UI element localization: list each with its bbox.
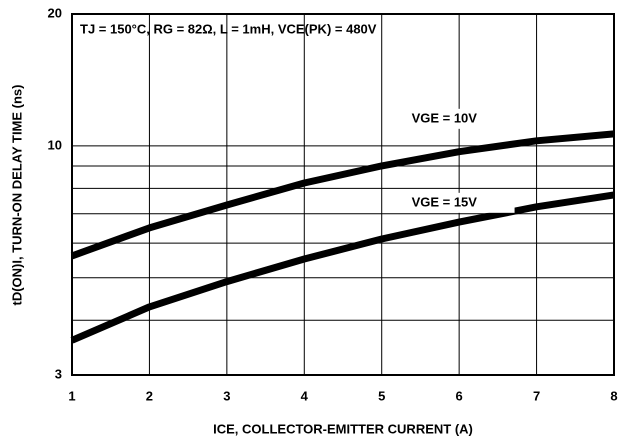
chart-title: TJ = 150°C, RG = 82Ω, L = 1mH, VCE(PK) =… — [80, 21, 377, 36]
y-tick-label: 20 — [48, 5, 62, 20]
series-label: VGE = 10V — [412, 110, 478, 125]
x-tick-label: 2 — [146, 388, 153, 403]
x-tick-label: 4 — [301, 388, 309, 403]
x-tick-label: 8 — [610, 388, 617, 403]
series-label: VGE = 15V — [412, 194, 478, 209]
x-axis-label: ICE, COLLECTOR-EMITTER CURRENT (A) — [213, 421, 473, 436]
plot-frame — [71, 13, 615, 376]
x-tick-label: 6 — [456, 388, 463, 403]
y-tick-label: 3 — [55, 366, 62, 381]
data-line — [70, 130, 615, 260]
y-tick-label: 10 — [48, 137, 62, 152]
x-tick-label: 1 — [68, 388, 75, 403]
data-line — [70, 191, 615, 344]
x-tick-label: 3 — [223, 388, 230, 403]
label-bg — [406, 108, 515, 129]
label-bg — [406, 192, 515, 213]
y-axis-label: tD(ON)I, TURN-ON DELAY TIME (ns) — [9, 85, 24, 306]
x-tick-label: 5 — [378, 388, 385, 403]
x-tick-label: 7 — [533, 388, 540, 403]
